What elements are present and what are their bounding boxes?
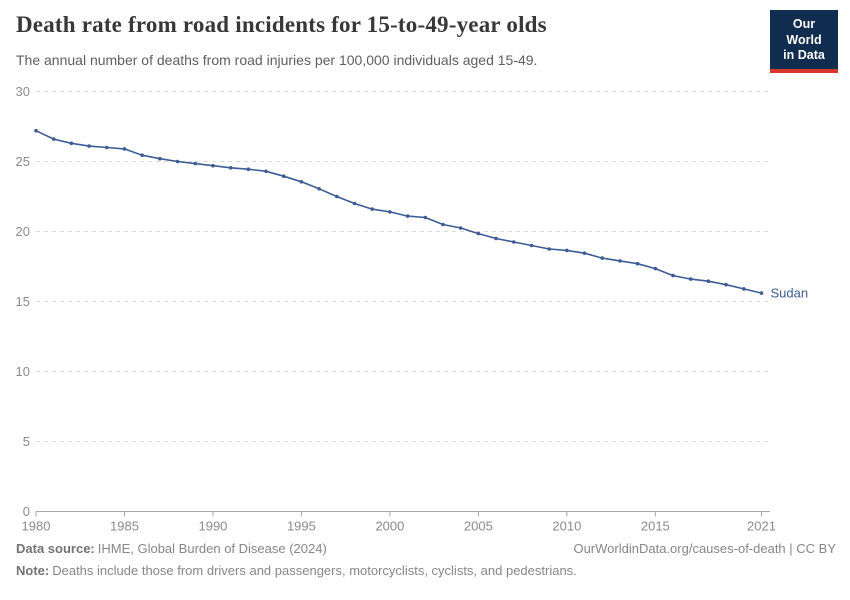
data-point	[458, 226, 463, 230]
data-point	[759, 291, 764, 295]
x-axis-tick-label: 2015	[641, 519, 670, 534]
logo-line-1: Our World	[786, 17, 822, 47]
data-point	[193, 161, 198, 166]
page-subtitle: The annual number of deaths from road in…	[16, 52, 538, 68]
data-point	[724, 282, 728, 287]
note-text: Deaths include those from drivers and pa…	[52, 563, 577, 578]
x-axis-tick-label: 1985	[110, 519, 139, 534]
data-point	[688, 277, 693, 281]
data-point	[370, 207, 375, 211]
data-point	[441, 222, 445, 227]
data-line-sudan	[35, 129, 762, 294]
data-point	[211, 163, 215, 168]
owid-logo[interactable]: Our World in Data	[770, 10, 838, 73]
data-point	[423, 215, 428, 220]
y-axis-tick-label: 20	[16, 224, 30, 239]
y-axis-tick-label: 15	[16, 294, 30, 309]
footer-source-row: Data source: IHME, Global Burden of Disea…	[16, 541, 836, 556]
data-point	[140, 153, 144, 157]
data-point	[352, 201, 357, 206]
data-point	[476, 231, 481, 236]
data-point	[494, 236, 498, 241]
data-point	[706, 279, 711, 284]
data-source-text: IHME, Global Burden of Disease (2024)	[97, 541, 327, 556]
x-axis-tick-label: 2010	[552, 519, 581, 534]
y-axis-tick-label: 30	[16, 84, 30, 99]
data-point	[228, 166, 233, 170]
x-axis-tick-label: 1990	[198, 519, 227, 534]
data-point	[158, 156, 162, 161]
data-point	[51, 137, 56, 141]
data-point	[175, 159, 180, 164]
data-point	[653, 266, 658, 271]
data-point	[635, 261, 640, 266]
logo-line-2: in Data	[783, 48, 825, 63]
page-title: Death rate from road incidents for 15-to…	[16, 12, 547, 37]
data-point	[742, 287, 746, 291]
x-axis-tick-label: 2005	[464, 519, 493, 534]
data-point	[34, 128, 38, 133]
data-point	[335, 194, 339, 199]
x-axis-tick-label: 1995	[287, 519, 316, 534]
chart-note: Note: Deaths include those from drivers a…	[16, 563, 836, 578]
data-source-label: Data source:	[16, 541, 95, 556]
x-axis-tick-label: 2021	[747, 519, 776, 534]
data-point	[388, 210, 392, 214]
x-axis-tick-label: 2000	[375, 519, 404, 534]
data-point	[529, 243, 534, 248]
data-point	[618, 259, 622, 263]
data-point	[511, 240, 516, 244]
data-point	[281, 174, 286, 178]
data-source: Data source: IHME, Global Burden of Disea…	[16, 541, 327, 556]
x-axis-tick-label: 1980	[22, 519, 51, 534]
data-point	[264, 169, 268, 174]
data-point	[87, 144, 91, 148]
series-label-sudan[interactable]: Sudan	[771, 286, 809, 301]
chart-footer: Data source: IHME, Global Burden of Disea…	[16, 541, 836, 578]
data-point	[547, 247, 551, 251]
data-point	[565, 248, 569, 253]
line-chart: 0 5 10 15 20 25 30 1980 1985 1990 1995 2000 2005 2010…	[16, 84, 809, 534]
data-point	[600, 256, 605, 260]
data-point	[122, 147, 127, 151]
owid-citation-link[interactable]: OurWorldinData.org/causes-of-death | CC …	[573, 541, 836, 556]
data-point	[299, 180, 304, 184]
data-point	[317, 187, 321, 191]
y-axis-tick-label: 25	[16, 154, 30, 169]
data-point	[671, 273, 675, 278]
data-point	[405, 214, 410, 218]
y-axis-tick-label: 0	[23, 504, 30, 519]
data-point	[246, 167, 251, 171]
y-axis-tick-label: 10	[16, 364, 30, 379]
data-point	[104, 145, 109, 150]
data-point	[69, 141, 74, 146]
y-axis-tick-label: 5	[23, 434, 30, 449]
data-point	[582, 251, 587, 255]
note-label: Note:	[16, 563, 50, 578]
